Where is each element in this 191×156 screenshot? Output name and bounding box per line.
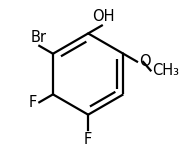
- Text: OH: OH: [92, 9, 114, 24]
- Text: F: F: [28, 95, 36, 110]
- Text: Br: Br: [30, 30, 46, 45]
- Text: F: F: [84, 132, 92, 147]
- Text: O: O: [139, 54, 150, 69]
- Text: CH₃: CH₃: [152, 63, 179, 78]
